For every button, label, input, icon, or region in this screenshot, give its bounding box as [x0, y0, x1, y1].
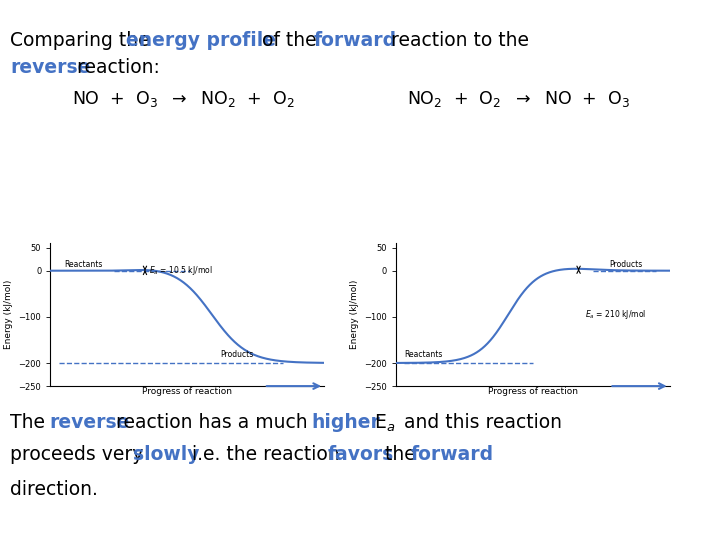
Text: of the: of the	[256, 31, 323, 50]
Y-axis label: Energy (kJ/mol): Energy (kJ/mol)	[4, 280, 13, 349]
Text: The: The	[10, 413, 51, 432]
Text: the: the	[379, 446, 422, 464]
Text: favors: favors	[328, 446, 394, 464]
X-axis label: Progress of reaction: Progress of reaction	[143, 388, 232, 396]
Text: direction.: direction.	[10, 480, 98, 498]
Text: forward: forward	[313, 31, 396, 50]
Text: $E_a$ = 210 kJ/mol: $E_a$ = 210 kJ/mol	[585, 308, 647, 321]
Text: forward: forward	[410, 446, 493, 464]
Text: E$_a$: E$_a$	[369, 413, 396, 434]
Text: NO$_2$  +  O$_2$  $\rightarrow$  NO  +  O$_3$: NO$_2$ + O$_2$ $\rightarrow$ NO + O$_3$	[407, 89, 630, 109]
Text: Reactants: Reactants	[404, 350, 443, 360]
Text: and this reaction: and this reaction	[398, 413, 562, 432]
Text: slowly: slowly	[133, 446, 199, 464]
Text: Reactants: Reactants	[64, 260, 102, 269]
Y-axis label: Energy (kJ/mol): Energy (kJ/mol)	[350, 280, 359, 349]
Text: Products: Products	[220, 350, 253, 360]
Text: reverse: reverse	[10, 58, 91, 77]
Text: reaction to the: reaction to the	[385, 31, 529, 50]
Text: $E_a$ = 10.5 kJ/mol: $E_a$ = 10.5 kJ/mol	[149, 264, 213, 277]
Text: reverse: reverse	[49, 413, 130, 432]
Text: proceeds very: proceeds very	[10, 446, 150, 464]
X-axis label: Progress of reaction: Progress of reaction	[488, 388, 578, 396]
Text: reaction has a much: reaction has a much	[110, 413, 314, 432]
Text: NO  +  O$_3$  $\rightarrow$  NO$_2$  +  O$_2$: NO + O$_3$ $\rightarrow$ NO$_2$ + O$_2$	[72, 89, 295, 109]
Text: higher: higher	[312, 413, 381, 432]
Text: Products: Products	[609, 260, 643, 269]
Text: Comparing the: Comparing the	[10, 31, 156, 50]
Text: i.e. the reaction: i.e. the reaction	[186, 446, 346, 464]
Text: reaction:: reaction:	[71, 58, 159, 77]
Text: energy profile: energy profile	[126, 31, 276, 50]
